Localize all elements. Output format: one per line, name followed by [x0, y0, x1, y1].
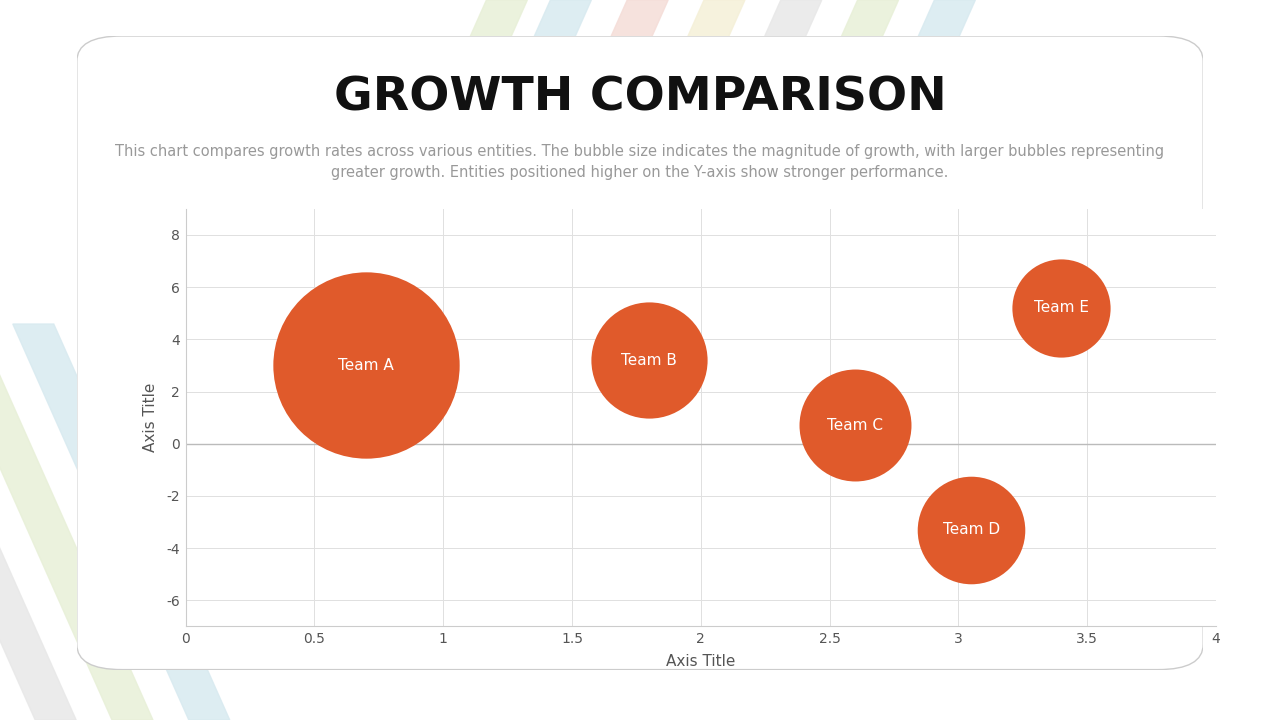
Y-axis label: Axis Title: Axis Title [143, 383, 157, 452]
Text: Team E: Team E [1034, 300, 1089, 315]
Point [961, 524, 982, 536]
Polygon shape [0, 324, 154, 720]
Polygon shape [374, 0, 591, 396]
Polygon shape [681, 0, 899, 396]
Polygon shape [0, 324, 77, 720]
Polygon shape [13, 324, 230, 720]
FancyBboxPatch shape [77, 36, 1203, 670]
Text: GROWTH COMPARISON: GROWTH COMPARISON [334, 76, 946, 120]
Polygon shape [310, 0, 527, 396]
Polygon shape [452, 0, 668, 396]
Text: Team C: Team C [827, 418, 883, 433]
Text: Team B: Team B [621, 353, 677, 368]
Point [356, 359, 376, 372]
Polygon shape [529, 0, 745, 396]
Polygon shape [759, 0, 975, 396]
Point [845, 420, 865, 431]
Text: Team D: Team D [942, 522, 1000, 537]
Polygon shape [604, 0, 822, 396]
Point [1051, 302, 1071, 314]
Point [639, 354, 659, 366]
X-axis label: Axis Title: Axis Title [666, 654, 736, 670]
Text: Team A: Team A [338, 358, 394, 373]
Text: This chart compares growth rates across various entities. The bubble size indica: This chart compares growth rates across … [115, 144, 1165, 180]
